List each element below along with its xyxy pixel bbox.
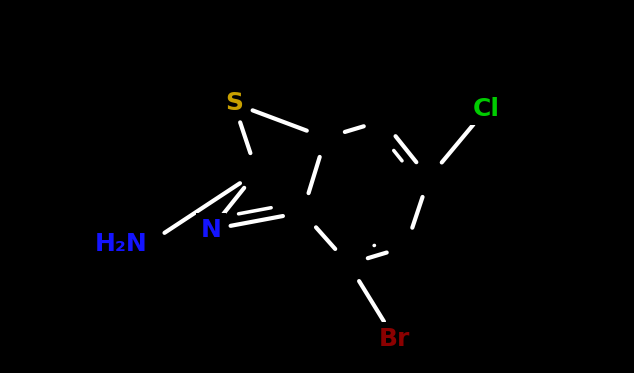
Text: S: S [225, 91, 243, 115]
Text: N: N [200, 217, 221, 242]
Text: Cl: Cl [473, 97, 500, 121]
Text: H₂N: H₂N [95, 232, 148, 256]
Text: Br: Br [378, 327, 410, 351]
